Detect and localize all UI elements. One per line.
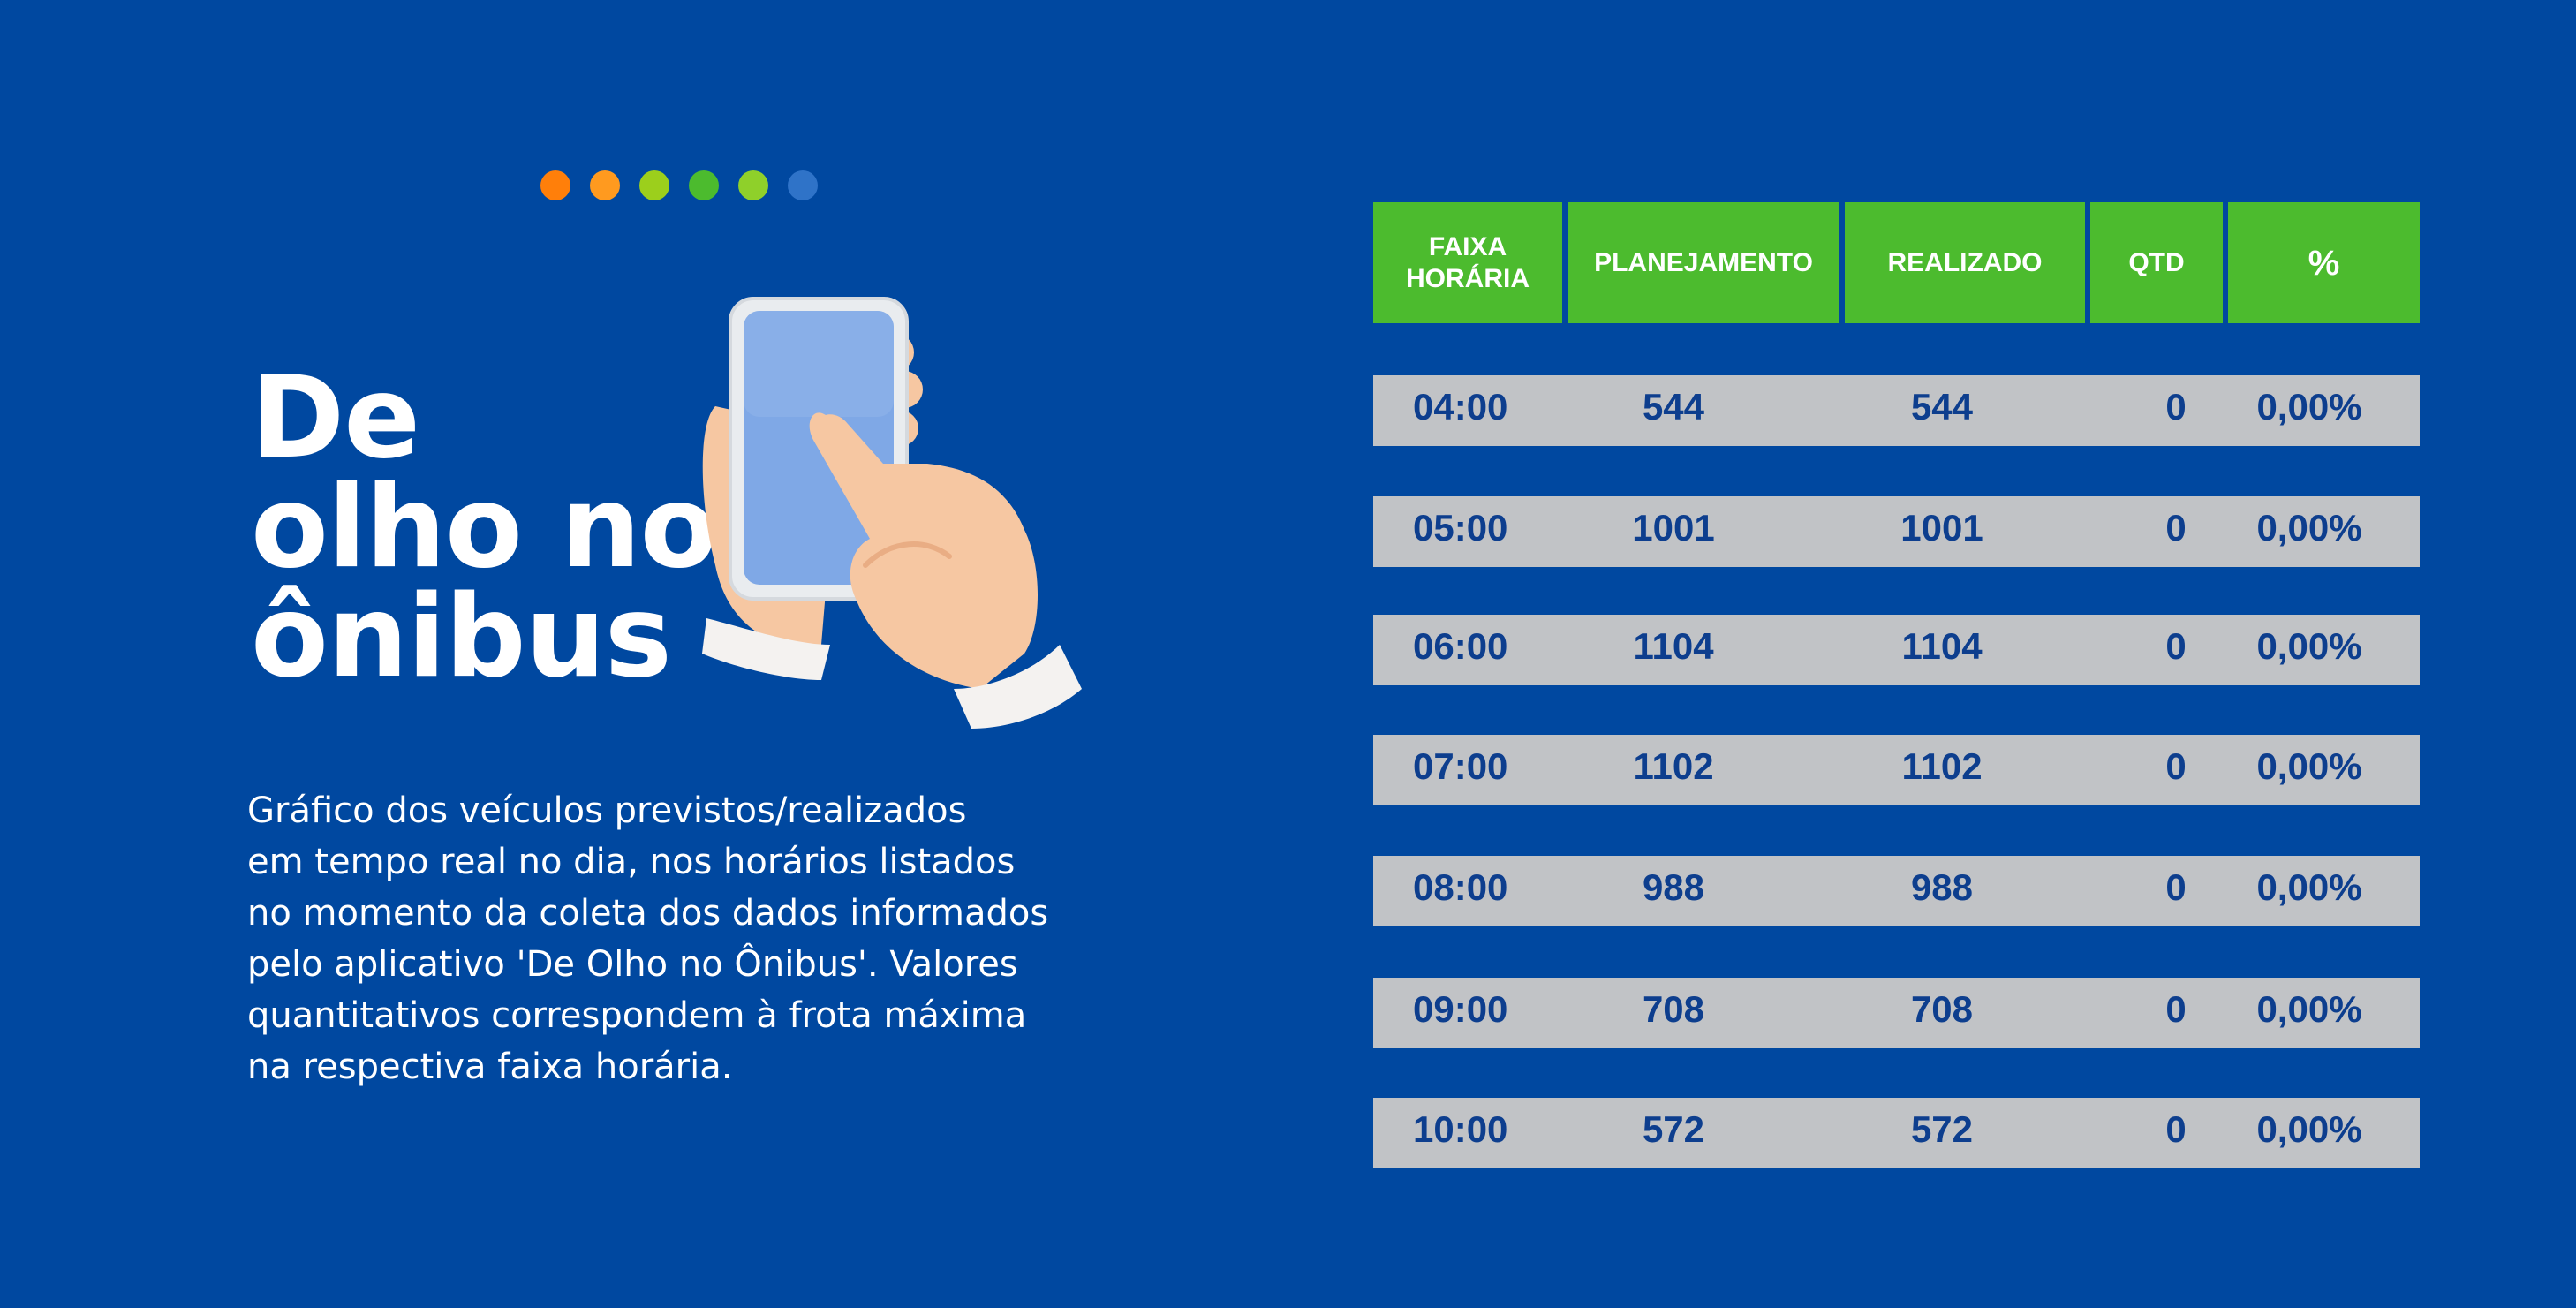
table-row: 05:00 1001 1001 0 0,00%: [1373, 496, 2420, 567]
cell-faixa: 08:00: [1413, 866, 1508, 908]
cell-qtd: 0: [2165, 988, 2187, 1030]
table-row: 04:00 544 544 0 0,00%: [1373, 375, 2420, 446]
title-line: ônibus: [251, 571, 672, 703]
cell-planejamento: 544: [1642, 386, 1705, 427]
cell-realizado: 1102: [1901, 745, 1983, 787]
cell-faixa: 04:00: [1413, 386, 1508, 427]
description: Gráfico dos veículos previstos/realizado…: [247, 785, 1113, 1093]
cell-realizado: 544: [1910, 386, 1974, 427]
cell-percent: 0,00%: [2256, 866, 2362, 908]
table-row: 09:00 708 708 0 0,00%: [1373, 978, 2420, 1048]
cell-realizado: 708: [1910, 988, 1974, 1030]
cell-percent: 0,00%: [2256, 988, 2362, 1030]
cell-faixa: 06:00: [1413, 625, 1508, 667]
indicator-dot: [788, 170, 818, 200]
cell-qtd: 0: [2165, 1108, 2187, 1150]
cell-realizado: 1104: [1901, 625, 1983, 667]
cell-realizado: 572: [1910, 1108, 1974, 1150]
indicator-dot: [540, 170, 570, 200]
header-faixa-line2: HORÁRIA: [1406, 263, 1530, 293]
cell-percent: 0,00%: [2256, 1108, 2362, 1150]
description-line: Gráfico dos veículos previstos/realizado…: [247, 790, 967, 831]
indicator-dot: [689, 170, 719, 200]
table-row: 07:00 1102 1102 0 0,00%: [1373, 735, 2420, 805]
cell-planejamento: 1001: [1632, 507, 1715, 548]
indicator-dot: [738, 170, 768, 200]
header-realizado: REALIZADO: [1845, 202, 2085, 323]
description-line: na respectiva faixa horária.: [247, 1047, 733, 1087]
cell-qtd: 0: [2165, 866, 2187, 908]
cell-percent: 0,00%: [2256, 507, 2362, 548]
table-row: 08:00 988 988 0 0,00%: [1373, 856, 2420, 926]
vehicle-table: FAIXA HORÁRIA PLANEJAMENTO REALIZADO QTD …: [1373, 202, 2420, 1168]
cell-faixa: 05:00: [1413, 507, 1508, 548]
cell-percent: 0,00%: [2256, 625, 2362, 667]
header-faixa-horaria: FAIXA HORÁRIA: [1373, 202, 1562, 323]
cell-qtd: 0: [2165, 507, 2187, 548]
cell-qtd: 0: [2165, 386, 2187, 427]
cell-planejamento: 1102: [1633, 745, 1714, 787]
description-line: no momento da coleta dos dados informado…: [247, 893, 1049, 934]
cell-realizado: 988: [1910, 866, 1974, 908]
title-line: De: [251, 352, 420, 484]
header-faixa-line1: FAIXA: [1428, 231, 1507, 261]
table-row: 06:00 1104 1104 0 0,00%: [1373, 615, 2420, 685]
cell-planejamento: 708: [1642, 988, 1705, 1030]
cell-faixa: 07:00: [1413, 745, 1508, 787]
indicator-dot: [590, 170, 620, 200]
description-line: pelo aplicativo 'De Olho no Ônibus'. Val…: [247, 944, 1018, 985]
header-qtd: QTD: [2090, 202, 2223, 323]
cell-faixa: 09:00: [1413, 988, 1508, 1030]
description-line: em tempo real no dia, nos horários lista…: [247, 842, 1016, 882]
indicator-dots: [540, 170, 818, 200]
header-planejamento: PLANEJAMENTO: [1568, 202, 1839, 323]
table-header: FAIXA HORÁRIA PLANEJAMENTO REALIZADO QTD …: [1373, 202, 2420, 323]
hand-holding-smartphone-icon: [702, 297, 1082, 729]
cell-percent: 0,00%: [2256, 745, 2362, 787]
description-line: quantitativos correspondem à frota máxim…: [247, 995, 1027, 1036]
cell-planejamento: 1104: [1633, 625, 1714, 667]
cell-qtd: 0: [2165, 745, 2187, 787]
cell-planejamento: 988: [1642, 866, 1705, 908]
cell-realizado: 1001: [1900, 507, 1983, 548]
cell-planejamento: 572: [1642, 1108, 1705, 1150]
cell-qtd: 0: [2165, 625, 2187, 667]
header-percent: %: [2228, 202, 2420, 323]
table-row: 10:00 572 572 0 0,00%: [1373, 1098, 2420, 1168]
cell-percent: 0,00%: [2256, 386, 2362, 427]
title-line: olho no: [251, 462, 717, 594]
cell-faixa: 10:00: [1413, 1108, 1508, 1150]
page-title: De olho no ônibus: [251, 352, 717, 703]
indicator-dot: [639, 170, 669, 200]
